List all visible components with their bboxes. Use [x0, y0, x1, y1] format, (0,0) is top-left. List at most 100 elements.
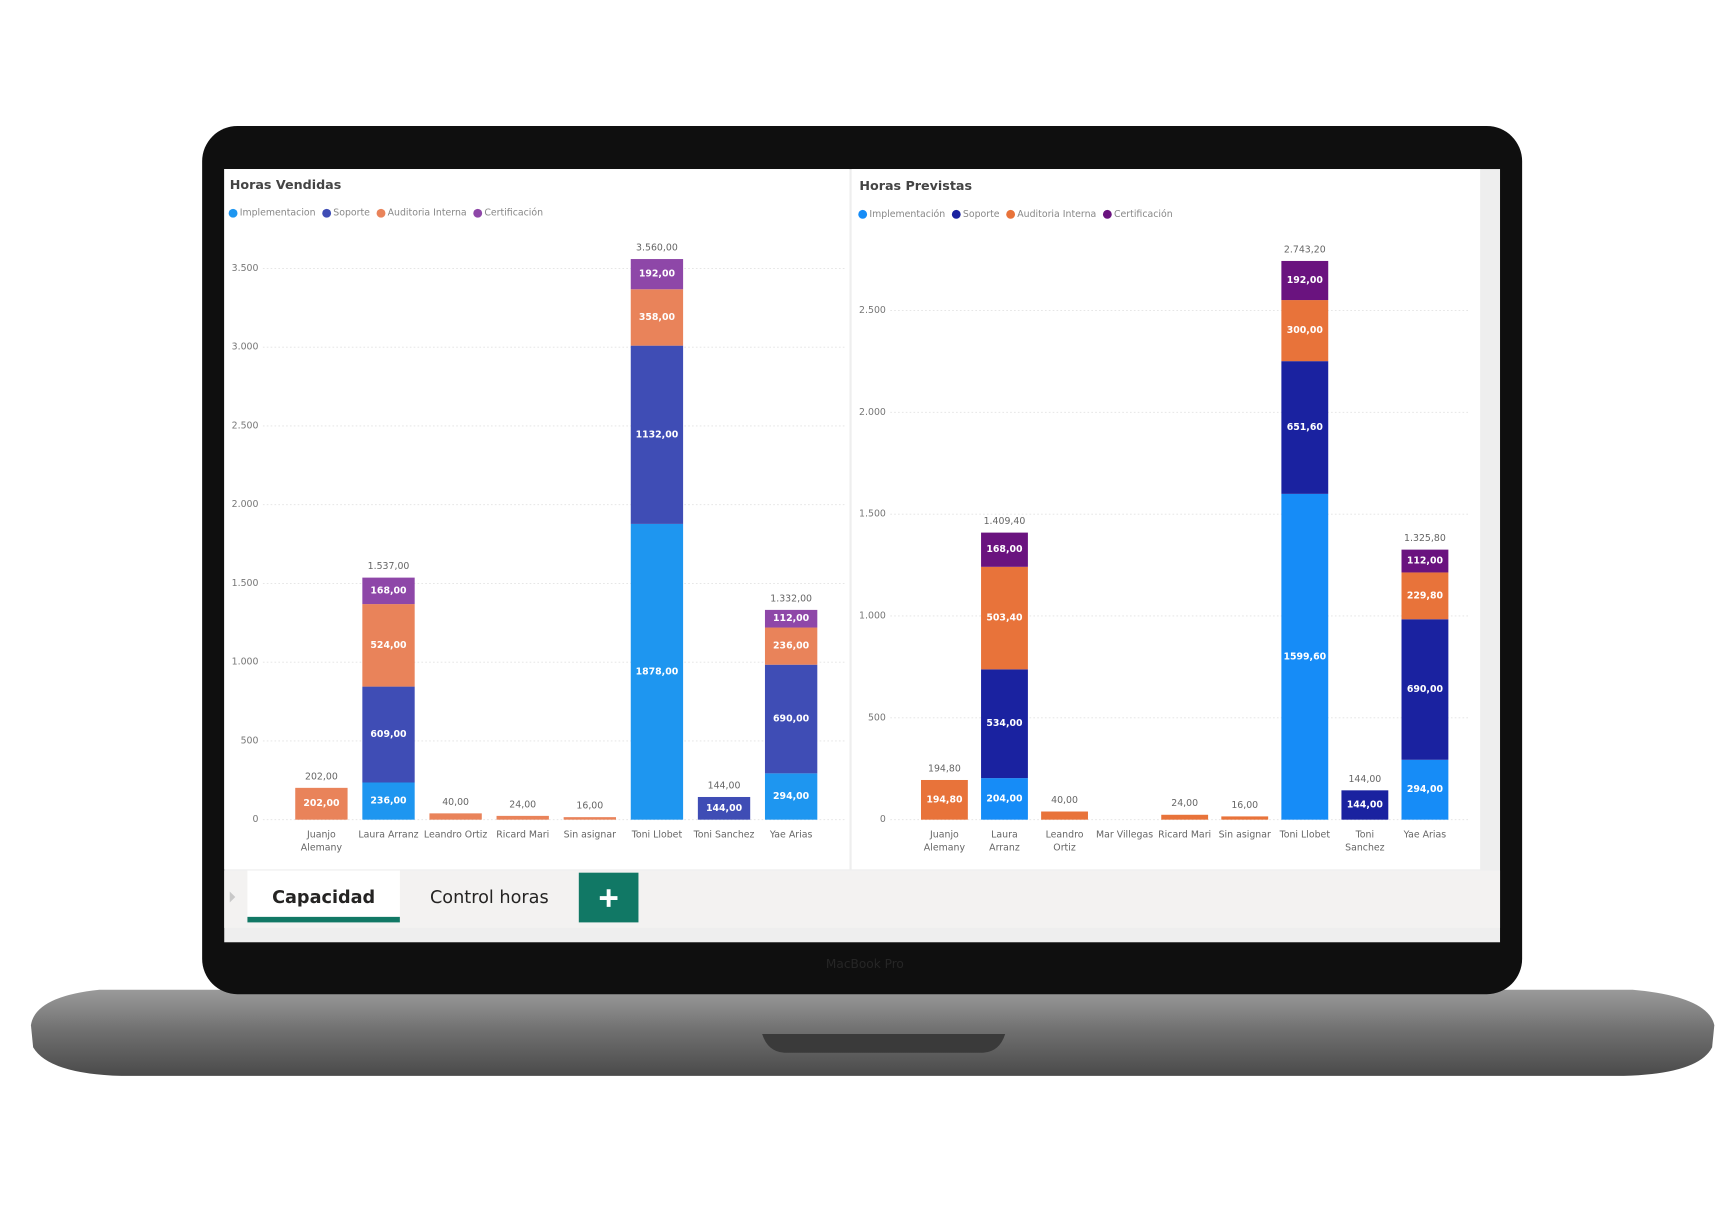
- total-label: 2.743,20: [1284, 244, 1326, 255]
- bar-value-label: 192,00: [1287, 275, 1324, 286]
- x-tick-label: Laura Arranz: [989, 829, 1020, 855]
- bar-value-label: 144,00: [1347, 799, 1384, 810]
- bar-value-label: 192,00: [639, 269, 676, 280]
- bar-segment: [1281, 260, 1329, 301]
- bar-segment: [697, 796, 751, 820]
- x-tick-label-box: Toni Llobet: [1280, 830, 1330, 841]
- bar-segment: [764, 627, 818, 665]
- legend-label: Implementacion: [240, 208, 316, 219]
- y-tick-label: 3.500: [232, 263, 259, 274]
- x-tick-label-box: Toni Llobet: [631, 829, 683, 841]
- bar-value-label: 690,00: [1407, 684, 1444, 695]
- bar-value-label: 524,00: [370, 640, 407, 651]
- x-tick-label-box: Yae Arias: [1404, 830, 1447, 841]
- bar-value-label: 194,80: [926, 794, 963, 805]
- nav-arrow: [229, 891, 236, 903]
- bar-segment: [764, 773, 818, 820]
- legend-label: Implementación: [869, 209, 945, 220]
- bar-segment: [764, 664, 818, 774]
- legend-label: Certificación: [484, 208, 543, 219]
- x-tick-label: Leandro Ortiz: [423, 829, 488, 841]
- y-tick-label: 3.000: [232, 342, 259, 353]
- total-label: 1.325,80: [1404, 533, 1446, 544]
- bar-value-label: 168,00: [986, 544, 1023, 555]
- x-tick-label: Toni Sanchez: [693, 829, 755, 841]
- bar-segment: [1341, 790, 1389, 820]
- x-tick-label: Sin asignar: [563, 829, 616, 841]
- x-tick-label-box: Ricard Mari: [496, 829, 550, 841]
- total-label: 16,00: [1231, 800, 1258, 811]
- bar-segment: [1281, 361, 1329, 494]
- bar-segment: [981, 778, 1028, 820]
- x-tick-label-box: Juanjo Alemany: [300, 829, 343, 855]
- total-label: 144,00: [1348, 774, 1381, 785]
- y-tick-label: 2.500: [232, 420, 259, 431]
- bar-value-label: 609,00: [370, 729, 407, 740]
- x-tick-label: Toni Sanchez: [1345, 829, 1385, 855]
- chart-title: Horas Vendidas: [230, 177, 342, 192]
- bar-segment: [630, 289, 684, 346]
- bar-value-label: 1599,60: [1283, 651, 1326, 662]
- y-tick-label: 1.000: [232, 657, 259, 668]
- bar-segment: [981, 566, 1028, 670]
- total-label: 16,00: [576, 801, 603, 812]
- total-label: 194,80: [928, 763, 961, 774]
- x-tick-label-box: Sin asignar: [1219, 830, 1271, 841]
- legend-marker: [376, 208, 386, 218]
- bar-segment: [563, 817, 616, 820]
- bar-segment: [362, 577, 415, 605]
- bar-value-label: 534,00: [986, 718, 1023, 729]
- legend-marker: [1102, 209, 1112, 219]
- tab-underline: [247, 916, 400, 923]
- x-tick-label-box: Laura Arranz: [358, 830, 418, 841]
- y-tick-label: 2.500: [859, 305, 886, 316]
- bar-segment: [920, 779, 968, 820]
- x-tick-label: Toni Llobet: [631, 829, 683, 841]
- bar-segment: [1221, 816, 1269, 820]
- bar-value-label: 168,00: [370, 585, 407, 596]
- x-tick-label: Leandro Ortiz: [1045, 829, 1084, 855]
- bar-segment: [1401, 759, 1449, 820]
- bar-value-label: 690,00: [773, 714, 810, 725]
- y-tick-label: 1.500: [859, 509, 886, 520]
- total-label: 1.332,00: [770, 593, 812, 604]
- total-label: 40,00: [442, 797, 469, 808]
- bar-value-label: 294,00: [1407, 784, 1444, 795]
- tab-active[interactable]: [247, 870, 400, 922]
- bar-segment: [764, 609, 818, 628]
- tab-label[interactable]: Capacidad: [272, 888, 375, 908]
- bar-segment: [362, 686, 415, 783]
- bar-value-label: 144,00: [706, 803, 743, 814]
- y-tick-label: 500: [241, 735, 259, 746]
- y-tick-label: 1.500: [232, 578, 259, 589]
- x-tick-label: Juanjo Alemany: [923, 829, 966, 855]
- bar-segment: [1161, 814, 1209, 820]
- x-tick-label: Ricard Mari: [496, 829, 550, 841]
- total-label: 202,00: [305, 771, 338, 782]
- total-label: 40,00: [1051, 795, 1078, 806]
- x-tick-label-box: Laura Arranz: [989, 829, 1020, 855]
- x-tick-label: Ricard Mari: [1158, 829, 1212, 841]
- legend-label: Soporte: [963, 209, 1000, 220]
- chart-title: Horas Previstas: [859, 178, 972, 193]
- x-tick-label-box: Toni Sanchez: [693, 829, 755, 841]
- total-label: 1.409,40: [984, 516, 1026, 527]
- bar-value-label: 503,40: [986, 613, 1023, 624]
- bar-segment: [630, 259, 684, 290]
- total-label: 1.537,00: [368, 561, 410, 572]
- legend-label: Auditoria Interna: [1017, 209, 1096, 220]
- tab-label[interactable]: Control horas: [430, 888, 549, 908]
- x-tick-label-box: Toni Sanchez: [1345, 829, 1385, 855]
- legend-label: Auditoria Interna: [388, 208, 467, 219]
- legend-marker: [1006, 209, 1016, 219]
- bar-value-label: 1878,00: [636, 666, 679, 677]
- bar-segment: [362, 782, 415, 820]
- bar-value-label: 202,00: [303, 798, 340, 809]
- x-tick-label: Juanjo Alemany: [300, 829, 343, 855]
- bar-value-label: 1132,00: [636, 429, 679, 440]
- chart-panel: [851, 169, 1481, 870]
- bar-value-label: 651,60: [1287, 422, 1324, 433]
- x-tick-label-box: Ricard Mari: [1158, 829, 1212, 841]
- legend-marker: [473, 208, 483, 218]
- y-tick-label: 2.000: [859, 407, 886, 418]
